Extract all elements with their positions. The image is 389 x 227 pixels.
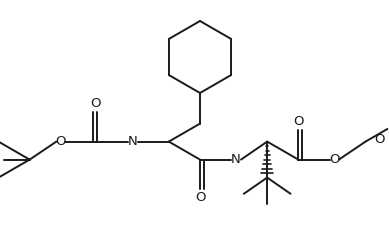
Text: O: O: [329, 153, 340, 166]
Text: O: O: [293, 115, 303, 128]
Text: O: O: [374, 133, 385, 146]
Text: O: O: [195, 191, 205, 204]
Text: N: N: [128, 135, 138, 148]
Text: N: N: [231, 153, 241, 166]
Text: O: O: [56, 135, 66, 148]
Text: O: O: [91, 96, 101, 110]
